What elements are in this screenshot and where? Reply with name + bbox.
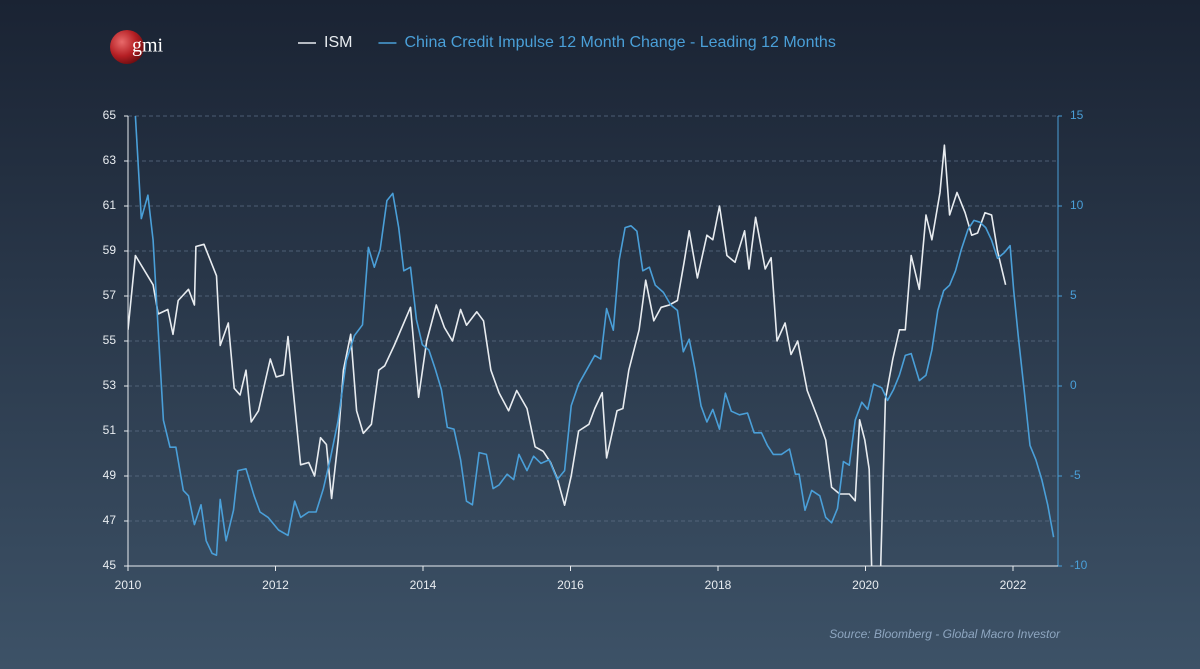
logo-mark [110,30,144,64]
y2-tick-label: 0 [1070,378,1077,392]
x-tick-label: 2012 [262,578,289,592]
series-line [128,144,1007,566]
y-tick-label: 65 [103,108,117,122]
y2-tick-label: 15 [1070,108,1084,122]
y-tick-label: 45 [103,558,117,572]
x-tick-label: 2022 [1000,578,1027,592]
x-tick-label: 2018 [705,578,732,592]
x-tick-label: 2020 [852,578,879,592]
y2-tick-label: 5 [1070,288,1077,302]
x-tick-label: 2016 [557,578,584,592]
series-line [134,115,1055,556]
y2-tick-label: -5 [1070,468,1081,482]
y-tick-label: 53 [103,378,117,392]
legend-label: ISM [324,34,352,51]
legend: ISM China Credit Impulse 12 Month Change … [298,34,836,51]
y2-tick-label: -10 [1070,558,1088,572]
y2-tick-label: 10 [1070,198,1084,212]
y-tick-label: 57 [103,288,117,302]
y-tick-label: 63 [103,153,117,167]
y-tick-label: 51 [103,423,117,437]
y-tick-label: 55 [103,333,117,347]
source-note: Source: Bloomberg - Global Macro Investo… [829,627,1061,641]
y-tick-label: 59 [103,243,117,257]
legend-label: China Credit Impulse 12 Month Change - L… [404,34,835,51]
y-tick-label: 49 [103,468,117,482]
y-tick-label: 61 [103,198,117,212]
logo-text: gmi [132,35,164,57]
x-tick-label: 2014 [410,578,437,592]
y-tick-label: 47 [103,513,117,527]
x-tick-label: 2010 [115,578,142,592]
